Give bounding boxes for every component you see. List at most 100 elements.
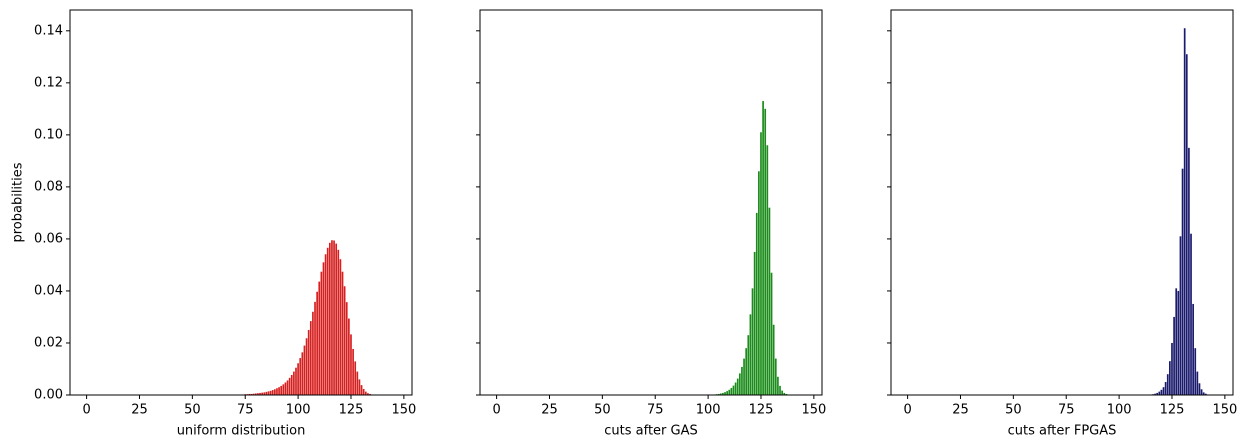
bar (722, 392, 724, 395)
x-tick-label: 100 (1107, 403, 1132, 418)
x-tick-label: 0 (903, 403, 911, 418)
x-tick-label: 50 (594, 403, 611, 418)
bar (1177, 290, 1180, 395)
bar (736, 378, 739, 395)
bar (1185, 54, 1188, 396)
bar (303, 345, 306, 395)
bar (1196, 371, 1199, 395)
bar (320, 271, 323, 395)
bar (1154, 393, 1156, 395)
bar (1158, 391, 1161, 395)
bar (348, 318, 350, 395)
bar (1194, 348, 1197, 395)
bar (1156, 392, 1159, 395)
bar (762, 101, 764, 395)
bar (747, 335, 750, 395)
bar (369, 393, 371, 395)
bar (781, 390, 783, 395)
bar (265, 391, 268, 395)
bar (760, 132, 762, 395)
bar (318, 281, 321, 395)
bar (1200, 389, 1203, 395)
bar (299, 358, 302, 395)
bar (1166, 374, 1169, 395)
bar (280, 385, 283, 395)
y-tick-label: 0.14 (34, 23, 63, 38)
bar (286, 380, 289, 395)
x-tick-label: 150 (391, 403, 416, 418)
x-tick-label: 100 (286, 403, 311, 418)
bar (352, 348, 354, 395)
subplot: 0 25 50 75 100 125 150 0.00 0.02 0.04 0.06 0.08 0.10… (11, 9, 416, 439)
bar (774, 358, 777, 395)
bar (354, 361, 357, 395)
bar (356, 371, 359, 395)
bar (1190, 233, 1192, 395)
x-axis-label: cuts after GAS (604, 424, 698, 439)
bar (1164, 381, 1167, 395)
bar (360, 385, 363, 395)
bar (341, 271, 344, 395)
x-tick-label: 0 (82, 403, 90, 418)
bar (259, 392, 261, 395)
bar (309, 321, 312, 395)
bar (345, 302, 348, 395)
bar (290, 374, 293, 395)
y-tick-label: 0.00 (34, 388, 63, 403)
x-tick-label: 125 (749, 403, 774, 418)
bar (295, 367, 297, 395)
bar (743, 358, 745, 395)
bar (250, 393, 253, 395)
bar (785, 393, 788, 395)
bar (248, 393, 251, 395)
bar (269, 390, 272, 395)
bar (333, 240, 335, 395)
bar (1198, 383, 1201, 395)
bar (726, 391, 728, 395)
bar (326, 247, 329, 395)
bar (1179, 236, 1182, 395)
x-tick-label: 25 (952, 403, 969, 418)
bar (364, 391, 367, 395)
bar (271, 390, 274, 395)
y-tick-label: 0.04 (34, 283, 63, 298)
axes-frame (890, 9, 1234, 396)
bar (741, 366, 743, 395)
bar (337, 249, 340, 395)
bar (1175, 288, 1178, 395)
x-axis-label: uniform distribution (177, 424, 306, 439)
bar (1188, 147, 1190, 395)
x-tick-label: 75 (647, 403, 664, 418)
bar (273, 389, 276, 395)
x-tick-label: 150 (1212, 403, 1237, 418)
x-tick-label: 50 (1005, 403, 1022, 418)
x-tick-label: 25 (131, 403, 148, 418)
bar (263, 392, 266, 395)
bar (254, 393, 257, 395)
bar (297, 363, 299, 395)
bar (777, 376, 779, 395)
y-tick-label: 0.12 (34, 75, 63, 90)
bar (305, 338, 308, 395)
bar (766, 145, 769, 395)
bar (335, 243, 338, 395)
bar (293, 371, 295, 395)
bar (350, 334, 352, 395)
bar (768, 207, 771, 395)
axes-frame (479, 9, 823, 396)
y-axis-label: probabilities (11, 162, 26, 242)
bar (267, 391, 270, 395)
x-tick-label: 150 (801, 403, 826, 418)
bar (339, 259, 342, 395)
bar (732, 385, 735, 395)
bar (301, 352, 304, 395)
bar (307, 329, 310, 395)
bar (1192, 303, 1194, 395)
bar (764, 108, 767, 395)
y-tick-label: 0.02 (34, 335, 63, 350)
bar (362, 389, 365, 395)
bar (783, 392, 786, 395)
bar (257, 393, 259, 395)
bar (1183, 28, 1186, 395)
bar (314, 301, 316, 395)
